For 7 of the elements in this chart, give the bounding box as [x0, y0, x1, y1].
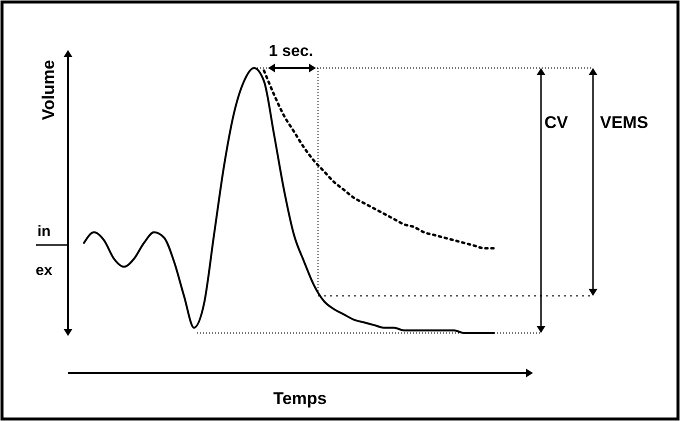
y-axis-title: Volume: [39, 60, 58, 120]
text: VEMS: [600, 113, 648, 132]
text: in: [37, 223, 51, 240]
text: ex: [36, 262, 53, 279]
text: 1 sec.: [268, 43, 314, 60]
text: CV: [544, 113, 569, 132]
x-axis-title: Temps: [273, 389, 327, 408]
